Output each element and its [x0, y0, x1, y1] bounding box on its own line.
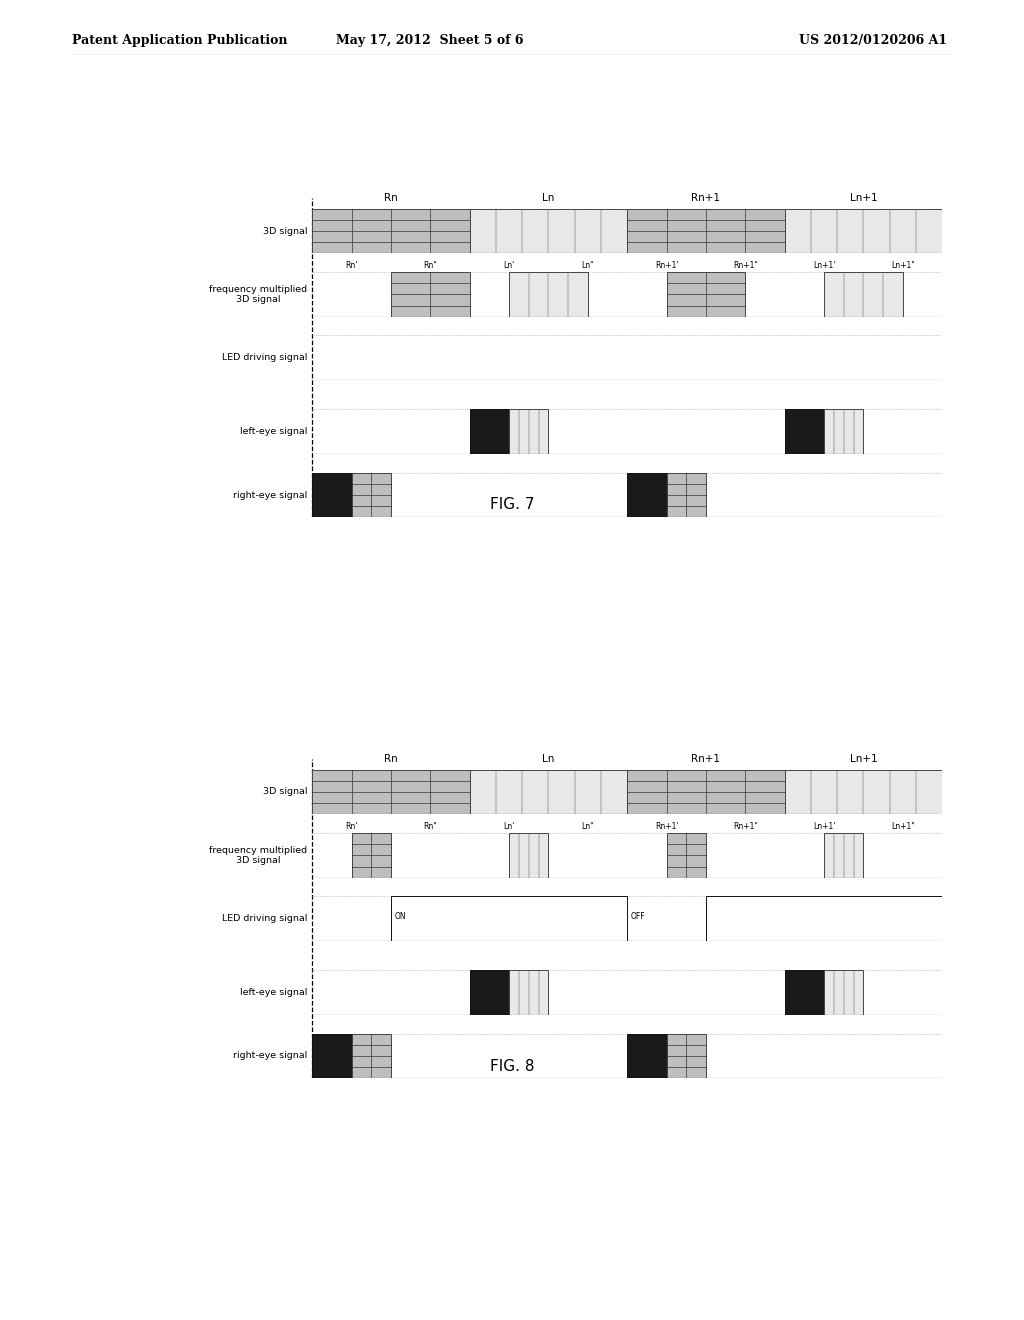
Text: Ln': Ln'	[504, 822, 515, 830]
Bar	[667, 833, 706, 878]
Bar	[470, 970, 509, 1015]
Text: Rn+1: Rn+1	[691, 193, 721, 203]
Text: Rn": Rn"	[424, 822, 437, 830]
Bar	[667, 272, 745, 317]
Text: Rn: Rn	[384, 754, 398, 764]
Text: left-eye signal: left-eye signal	[240, 428, 307, 436]
Bar	[784, 409, 824, 454]
Text: Rn+1": Rn+1"	[733, 261, 758, 269]
Text: left-eye signal: left-eye signal	[240, 989, 307, 997]
Bar	[391, 896, 627, 941]
Text: Rn': Rn'	[345, 261, 357, 269]
Text: Rn": Rn"	[424, 261, 437, 269]
Bar	[470, 770, 627, 814]
Bar	[667, 1034, 706, 1078]
Bar	[351, 1034, 391, 1078]
Text: OFF: OFF	[631, 912, 645, 921]
Text: Rn': Rn'	[345, 822, 357, 830]
Bar	[312, 770, 470, 814]
Text: LED driving signal: LED driving signal	[222, 354, 307, 362]
Text: Patent Application Publication: Patent Application Publication	[72, 34, 287, 48]
Bar	[667, 473, 706, 517]
Text: Ln+1': Ln+1'	[813, 261, 836, 269]
Bar	[824, 833, 863, 878]
Bar	[312, 209, 470, 253]
Bar	[627, 770, 784, 814]
Bar	[509, 409, 549, 454]
Bar	[627, 1034, 667, 1078]
Bar	[784, 770, 942, 814]
Bar	[784, 970, 824, 1015]
Bar	[351, 833, 391, 878]
Bar	[824, 272, 903, 317]
Text: right-eye signal: right-eye signal	[232, 1052, 307, 1060]
Bar	[627, 473, 667, 517]
Bar	[824, 970, 863, 1015]
Text: 3D signal: 3D signal	[263, 788, 307, 796]
Text: Ln": Ln"	[582, 822, 594, 830]
Text: frequency multiplied
3D signal: frequency multiplied 3D signal	[209, 846, 307, 865]
Bar	[509, 970, 549, 1015]
Text: 3D signal: 3D signal	[263, 227, 307, 235]
Text: right-eye signal: right-eye signal	[232, 491, 307, 499]
Bar	[784, 209, 942, 253]
Bar	[824, 409, 863, 454]
Text: Rn+1: Rn+1	[691, 754, 721, 764]
Text: frequency multiplied
3D signal: frequency multiplied 3D signal	[209, 285, 307, 304]
Text: Ln+1: Ln+1	[850, 193, 878, 203]
Bar	[509, 833, 549, 878]
Text: US 2012/0120206 A1: US 2012/0120206 A1	[799, 34, 947, 48]
Text: Rn+1": Rn+1"	[733, 822, 758, 830]
Text: Ln': Ln'	[504, 261, 515, 269]
Bar	[470, 409, 509, 454]
Text: Ln": Ln"	[582, 261, 594, 269]
Bar	[627, 209, 784, 253]
Text: FIG. 8: FIG. 8	[489, 1059, 535, 1074]
Bar	[351, 473, 391, 517]
Text: Ln: Ln	[543, 193, 555, 203]
Bar	[312, 1034, 351, 1078]
Bar	[470, 209, 627, 253]
Text: Ln+1": Ln+1"	[891, 822, 914, 830]
Bar	[312, 473, 351, 517]
Bar	[391, 272, 470, 317]
Text: Ln+1: Ln+1	[850, 754, 878, 764]
Bar	[706, 896, 942, 941]
Text: Rn+1': Rn+1'	[654, 822, 678, 830]
Text: Rn+1': Rn+1'	[654, 261, 678, 269]
Text: Ln: Ln	[543, 754, 555, 764]
Text: Rn: Rn	[384, 193, 398, 203]
Text: FIG. 7: FIG. 7	[489, 496, 535, 512]
Text: Ln+1': Ln+1'	[813, 822, 836, 830]
Bar	[509, 272, 588, 317]
Text: Ln+1": Ln+1"	[891, 261, 914, 269]
Text: May 17, 2012  Sheet 5 of 6: May 17, 2012 Sheet 5 of 6	[336, 34, 524, 48]
Text: ON: ON	[394, 912, 406, 921]
Text: LED driving signal: LED driving signal	[222, 915, 307, 923]
